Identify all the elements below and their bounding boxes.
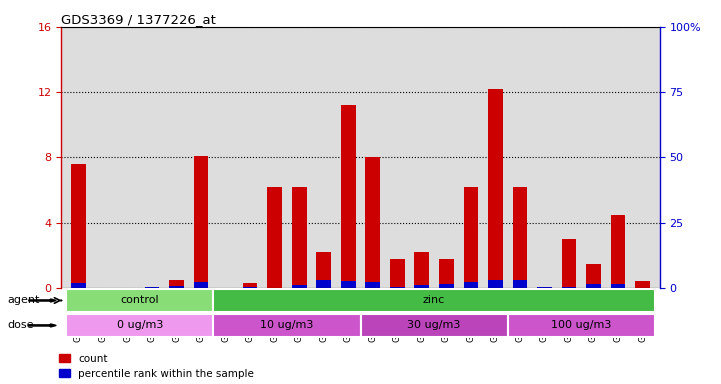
Bar <box>341 105 355 288</box>
Bar <box>169 286 184 288</box>
Bar <box>390 287 404 288</box>
Bar <box>341 281 355 288</box>
Bar <box>439 284 454 288</box>
Bar <box>317 252 331 288</box>
Bar <box>243 283 257 288</box>
Bar <box>366 282 380 288</box>
Bar <box>508 314 655 337</box>
Bar <box>586 284 601 288</box>
Bar <box>213 289 655 312</box>
Bar <box>464 187 478 288</box>
Bar <box>488 280 503 288</box>
Bar <box>611 284 625 288</box>
Bar <box>586 263 601 288</box>
Bar <box>71 283 86 288</box>
Text: control: control <box>120 295 159 306</box>
Bar <box>488 89 503 288</box>
Bar <box>513 280 527 288</box>
Bar <box>194 156 208 288</box>
Bar <box>562 287 576 288</box>
Bar <box>292 187 306 288</box>
Text: 30 ug/m3: 30 ug/m3 <box>407 320 461 331</box>
Bar <box>360 314 508 337</box>
Bar <box>243 287 257 288</box>
Bar <box>635 281 650 288</box>
Bar <box>71 164 86 288</box>
Bar <box>194 282 208 288</box>
Bar <box>145 287 159 288</box>
Bar <box>66 289 213 312</box>
Text: GDS3369 / 1377226_at: GDS3369 / 1377226_at <box>61 13 216 26</box>
Bar <box>562 239 576 288</box>
Bar <box>66 314 213 337</box>
Bar <box>292 285 306 288</box>
Bar <box>415 252 429 288</box>
Bar <box>169 280 184 288</box>
Bar <box>464 282 478 288</box>
Bar <box>267 187 282 288</box>
Bar <box>439 259 454 288</box>
Text: 10 ug/m3: 10 ug/m3 <box>260 320 314 331</box>
Text: agent: agent <box>7 295 40 306</box>
Bar <box>390 259 404 288</box>
Bar <box>317 280 331 288</box>
Bar <box>513 187 527 288</box>
Bar <box>611 215 625 288</box>
Bar <box>415 285 429 288</box>
Text: zinc: zinc <box>423 295 445 306</box>
Bar <box>537 287 552 288</box>
Text: dose: dose <box>7 320 34 331</box>
Legend: count, percentile rank within the sample: count, percentile rank within the sample <box>59 354 254 379</box>
Text: 0 ug/m3: 0 ug/m3 <box>117 320 163 331</box>
Bar <box>213 314 360 337</box>
Text: 100 ug/m3: 100 ug/m3 <box>551 320 611 331</box>
Bar <box>366 157 380 288</box>
